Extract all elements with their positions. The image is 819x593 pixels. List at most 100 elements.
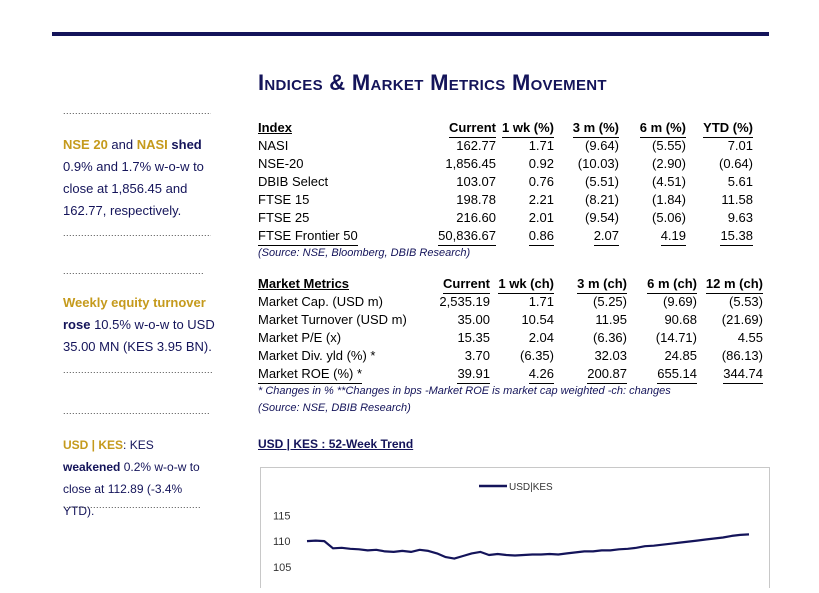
sidebar-text: 0.2% w-o-w to close at 112.89 (-3.4% YTD… [63, 460, 200, 518]
table-row: FTSE 25 216.60 2.01 (9.54) (5.06) 9.63 [258, 209, 753, 227]
header-cell: YTD (%) [703, 119, 753, 138]
row-value: 9.63 [727, 210, 753, 225]
row-value: (1.84) [652, 192, 686, 207]
row-label: FTSE 15 [258, 192, 310, 207]
table-row: FTSE 15 198.78 2.21 (8.21) (1.84) 11.58 [258, 191, 753, 209]
row-value: 2,535.19 [439, 294, 490, 309]
row-value: (5.25) [593, 294, 627, 309]
row-value: 103.07 [456, 174, 496, 189]
row-value: (8.21) [585, 192, 619, 207]
row-label: Market Cap. (USD m) [258, 294, 383, 309]
chart-frame: USD|KES 115 110 105 [260, 467, 770, 588]
header-cell: 6 m (%) [639, 119, 686, 138]
row-value: (6.35) [520, 348, 554, 363]
row-value: 216.60 [456, 210, 496, 225]
usdkes-trend-chart: USD|KES 115 110 105 [273, 482, 750, 574]
row-label: NASI [258, 138, 289, 153]
top-rule [52, 32, 769, 36]
row-value: (5.06) [652, 210, 686, 225]
table-header-row: Index Current 1 wk (%) 3 m (%) 6 m (%) Y… [258, 119, 753, 138]
sidebar-verb: shed [167, 137, 202, 152]
table-row: Market Cap. (USD m) 2,535.19 1.71 (5.25) (9.… [258, 293, 763, 311]
row-value: 0.92 [528, 156, 554, 171]
row-value: 24.85 [664, 348, 697, 363]
usdkes-label: USD | KES [63, 438, 124, 452]
row-value: 4.19 [660, 227, 686, 246]
row-value: 50,836.67 [438, 227, 496, 246]
row-value: 1.71 [528, 294, 554, 309]
row-value: 32.03 [594, 348, 627, 363]
chart-title: USD | KES : 52-Week Trend [258, 437, 414, 451]
row-label: Market Turnover (USD m) [258, 312, 407, 327]
row-value: 15.38 [720, 227, 753, 246]
y-tick-label: 110 [273, 536, 291, 548]
nasi-label: NASI [136, 137, 168, 152]
series-line-usdkes [306, 533, 750, 560]
table-source-note: (Source: NSE, DBIB Research) [258, 402, 411, 414]
dot-leader: ........................................… [63, 365, 214, 375]
row-value: (5.53) [729, 294, 763, 309]
row-value: (9.54) [585, 210, 619, 225]
header-cell: Current [443, 275, 490, 294]
sidebar-summary-turnover: Weekly equity turnover rose 10.5% w-o-w … [63, 292, 228, 358]
header-cell: 1 wk (ch) [498, 275, 554, 294]
row-label: Market Div. yld (%) * [258, 348, 376, 363]
row-value: 35.00 [457, 312, 490, 327]
table-source-note: (Source: NSE, Bloomberg, DBIB Research) [258, 247, 471, 259]
row-label: FTSE 25 [258, 210, 310, 225]
row-value: (9.69) [663, 294, 697, 309]
sidebar-verb: rose [63, 317, 91, 332]
nse20-label: NSE 20 [63, 137, 108, 152]
row-value: 2.07 [593, 227, 619, 246]
row-value: 5.61 [727, 174, 753, 189]
header-cell: Current [449, 119, 496, 138]
row-label: DBIB Select [258, 174, 329, 189]
row-label: FTSE Frontier 50 [258, 227, 358, 246]
dot-leader: ........................................… [63, 228, 211, 238]
sidebar-summary-indices: NSE 20 and NASI shed 0.9% and 1.7% w-o-w… [63, 134, 233, 222]
row-value: 3.70 [464, 348, 490, 363]
page-title: Indices & Market Metrics Movement [258, 70, 607, 95]
row-value: 10.54 [521, 312, 554, 327]
row-value: 2.01 [528, 210, 554, 225]
header-cell: Index [258, 120, 292, 135]
row-value: (10.03) [577, 156, 619, 171]
table-row: Market P/E (x) 15.35 2.04 (6.36) (14.71) 4.55 [258, 329, 763, 347]
table-footnote: * Changes in % **Changes in bps -Market … [258, 385, 671, 397]
table-row: Market ROE (%) * 39.91 4.26 200.87 655.14 344… [258, 365, 763, 384]
row-value: 1,856.45 [445, 156, 496, 171]
row-value: 200.87 [587, 365, 627, 384]
row-value: 344.74 [723, 365, 763, 384]
row-value: 11.58 [721, 192, 753, 207]
table-row: Market Turnover (USD m) 35.00 10.54 11.95 90… [258, 311, 763, 329]
dot-leader: ........................................… [63, 406, 210, 416]
row-label: Market ROE (%) * [258, 365, 363, 384]
legend-label: USD|KES [509, 482, 553, 493]
header-cell: 6 m (ch) [647, 275, 697, 294]
dot-leader: ........................................… [63, 266, 203, 276]
row-value: 0.86 [528, 227, 554, 246]
table-header-row: Market Metrics Current 1 wk (ch) 3 m (ch… [258, 275, 763, 294]
market-metrics-table: Market Metrics Current 1 wk (ch) 3 m (ch… [258, 275, 763, 417]
header-cell: 12 m (ch) [705, 275, 763, 294]
dot-leader: ........................................… [63, 500, 201, 510]
row-label: Market P/E (x) [258, 330, 342, 345]
row-value: 1.71 [528, 138, 554, 153]
header-cell: 1 wk (%) [501, 119, 554, 138]
indices-table: Index Current 1 wk (%) 3 m (%) 6 m (%) Y… [258, 119, 753, 262]
header-cell: 3 m (ch) [577, 275, 627, 294]
y-tick-label: 115 [273, 510, 291, 522]
y-tick-label: 105 [273, 562, 291, 574]
row-value: 0.76 [528, 174, 554, 189]
row-value: 162.77 [456, 138, 496, 153]
row-value: (14.71) [655, 330, 697, 345]
row-value: (0.64) [719, 156, 753, 171]
row-value: 655.14 [657, 365, 697, 384]
sidebar-verb: weakened [63, 460, 121, 474]
row-value: (5.55) [652, 138, 686, 153]
row-value: 90.68 [664, 312, 697, 327]
table-row: Market Div. yld (%) * 3.70 (6.35) 32.03 24.8… [258, 347, 763, 365]
turnover-label: Weekly equity turnover [63, 295, 206, 310]
row-value: 39.91 [457, 365, 490, 384]
row-value: 15.35 [457, 330, 490, 345]
